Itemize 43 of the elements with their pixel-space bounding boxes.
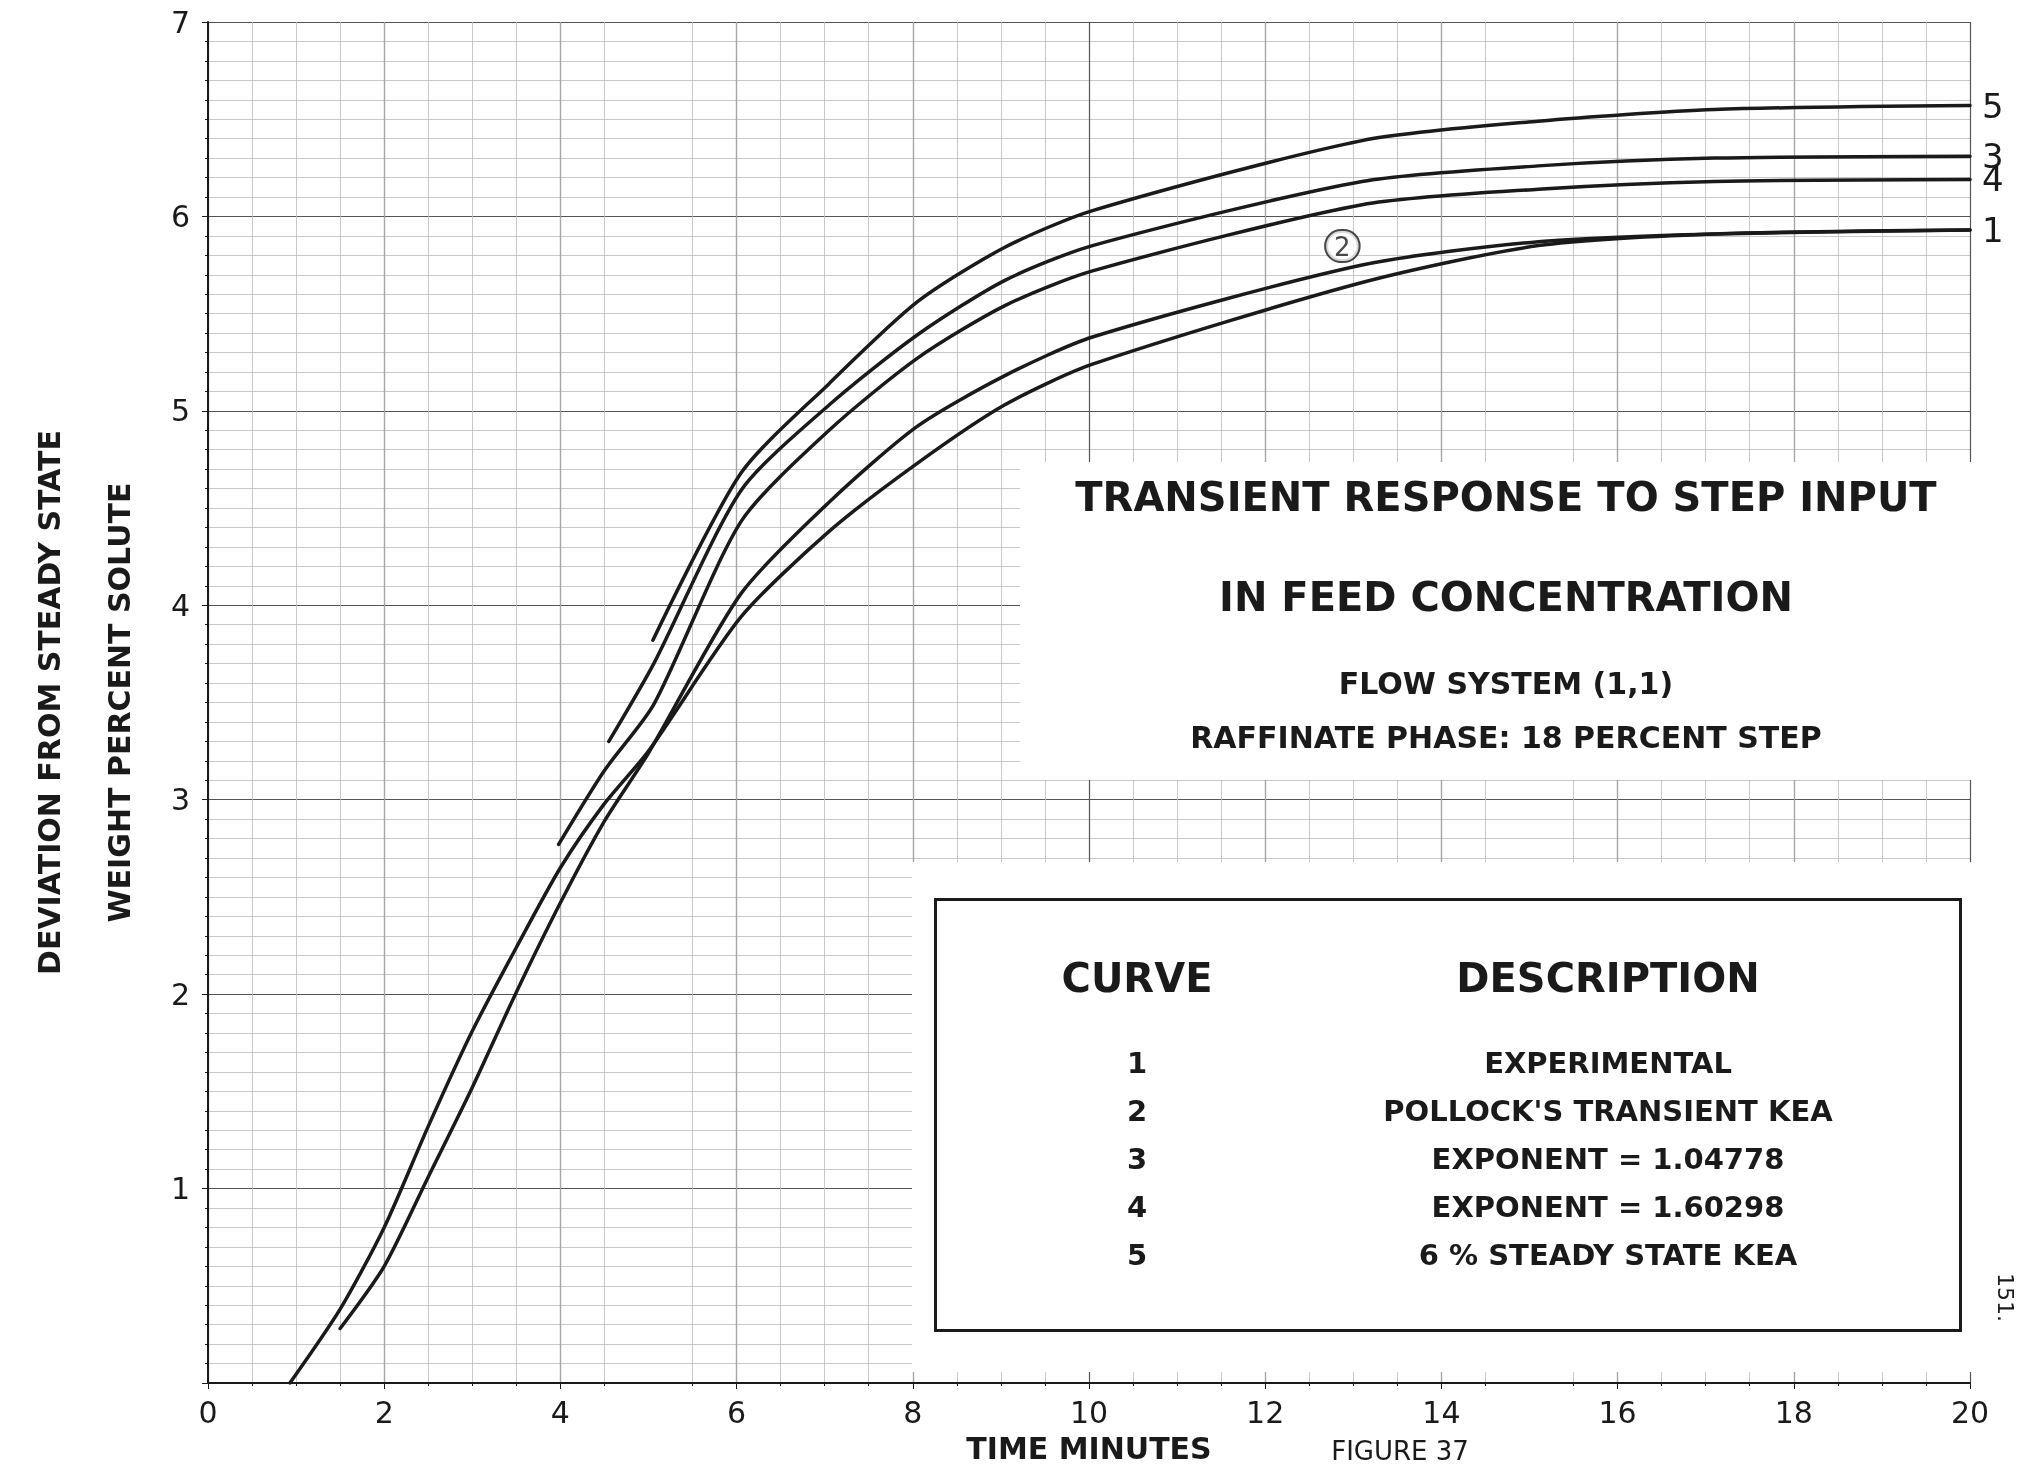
x-tick-label: 10 [1069, 1394, 1109, 1430]
annotation: FLOW SYSTEM (1,1) [1337, 665, 1675, 703]
y-tick-label: 1 [170, 1171, 190, 1207]
x-tick-label: 4 [550, 1394, 570, 1430]
x-tick-label: 2 [374, 1394, 394, 1430]
text: TRANSIENT RESPONSE TO STEP INPUT [1074, 473, 1938, 522]
y-tick-label: 5 [170, 393, 190, 429]
annotation: POLLOCK'S TRANSIENT KEA [1382, 1093, 1834, 1130]
annotation: EXPERIMENTAL [1483, 1045, 1733, 1082]
x-tick-label: 16 [1598, 1394, 1637, 1430]
x-axis-title: TIME MINUTES [966, 1430, 1212, 1466]
y-tick-label: 3 [170, 782, 190, 818]
annotation: DESCRIPTION [1455, 954, 1761, 1003]
x-tick-label: 0 [198, 1394, 218, 1430]
x-tick-label: 20 [1950, 1394, 1990, 1430]
annotation: EXPONENT = 1.04778 [1430, 1141, 1786, 1178]
y-axis-title: DEVIATION FROM STEADY STATE WEIGHT PERCENT SOLUTE [31, 430, 137, 975]
annotation: 3 [1125, 1141, 1149, 1178]
text: 151. [1992, 1272, 2018, 1323]
text: IN FEED CONCENTRATION [1218, 573, 1794, 622]
annotation: 1 [1125, 1045, 1149, 1082]
line-series [651, 103, 1972, 643]
series-label: 5 [1982, 85, 2004, 126]
x-tick-label: 12 [1246, 1394, 1285, 1430]
y-tick-label: 7 [170, 4, 190, 40]
annotation: RAFFINATE PHASE: 18 PERCENT STEP [1189, 719, 1823, 757]
annotation: CURVE [1060, 954, 1214, 1003]
annotation: 2 [1125, 1093, 1149, 1130]
annotation: 6 % STEADY STATE KEA [1417, 1237, 1799, 1274]
annotation: 2 [1334, 232, 1351, 263]
x-tick-label: 8 [903, 1394, 923, 1430]
y-tick-label: 2 [170, 976, 190, 1012]
series-label: 1 [1982, 210, 2004, 251]
x-tick-label: 14 [1422, 1394, 1461, 1430]
y-tick-label: 4 [170, 587, 190, 623]
y-tick-label: 6 [170, 198, 190, 234]
caption: FIGURE 37 [1331, 1436, 1469, 1466]
line-series [556, 177, 1972, 847]
annotation: EXPONENT = 1.60298 [1430, 1189, 1786, 1226]
x-tick-label: 18 [1774, 1394, 1813, 1430]
annotation: 5 [1125, 1237, 1149, 1274]
annotation: 4 [1125, 1189, 1149, 1226]
x-tick-label: 6 [727, 1394, 747, 1430]
